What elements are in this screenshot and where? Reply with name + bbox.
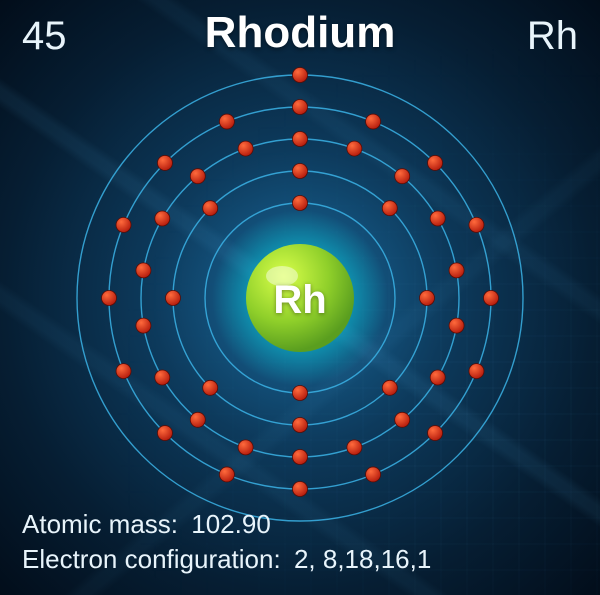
atomic-mass-row: Atomic mass: 102.90 [22,507,431,542]
electron [428,426,443,441]
electron [102,291,117,306]
electron [430,370,445,385]
electron [395,412,410,427]
atom-diagram: Rh [65,63,535,533]
electron [238,141,253,156]
electron [116,217,131,232]
electron [293,164,308,179]
bohr-model-svg: Rh [65,63,535,533]
electron [449,263,464,278]
electron [449,318,464,333]
electron [166,291,181,306]
atomic-mass-label: Atomic mass: [22,509,178,539]
electron [203,380,218,395]
electron [293,386,308,401]
electron [136,318,151,333]
electron [203,201,218,216]
electron-configuration-value: 2, 8,18,16,1 [294,544,431,574]
electron [366,467,381,482]
electron [219,114,234,129]
electron [238,440,253,455]
electron [293,482,308,497]
electron [190,169,205,184]
electron-configuration-row: Electron configuration: 2, 8,18,16,1 [22,542,431,577]
electron [157,426,172,441]
electron [293,196,308,211]
element-symbol-corner: Rh [527,14,578,59]
info-block: Atomic mass: 102.90 Electron configurati… [22,507,431,577]
nucleus-symbol: Rh [273,278,326,322]
electron [395,169,410,184]
electron [293,450,308,465]
atomic-mass-value: 102.90 [191,509,271,539]
electron [469,217,484,232]
electron [293,132,308,147]
electron [382,380,397,395]
electron [293,68,308,83]
electron [293,100,308,115]
electron [347,440,362,455]
electron [136,263,151,278]
electron [155,370,170,385]
electron [382,201,397,216]
atomic-number: 45 [22,14,67,59]
electron [155,211,170,226]
electron [469,364,484,379]
electron [420,291,435,306]
electron [293,418,308,433]
electron [157,155,172,170]
electron [430,211,445,226]
electron [190,412,205,427]
electron [347,141,362,156]
electron [219,467,234,482]
electron [366,114,381,129]
electron [428,155,443,170]
electron [484,291,499,306]
electron [116,364,131,379]
electron-configuration-label: Electron configuration: [22,544,281,574]
element-name-title: Rhodium [205,8,396,58]
